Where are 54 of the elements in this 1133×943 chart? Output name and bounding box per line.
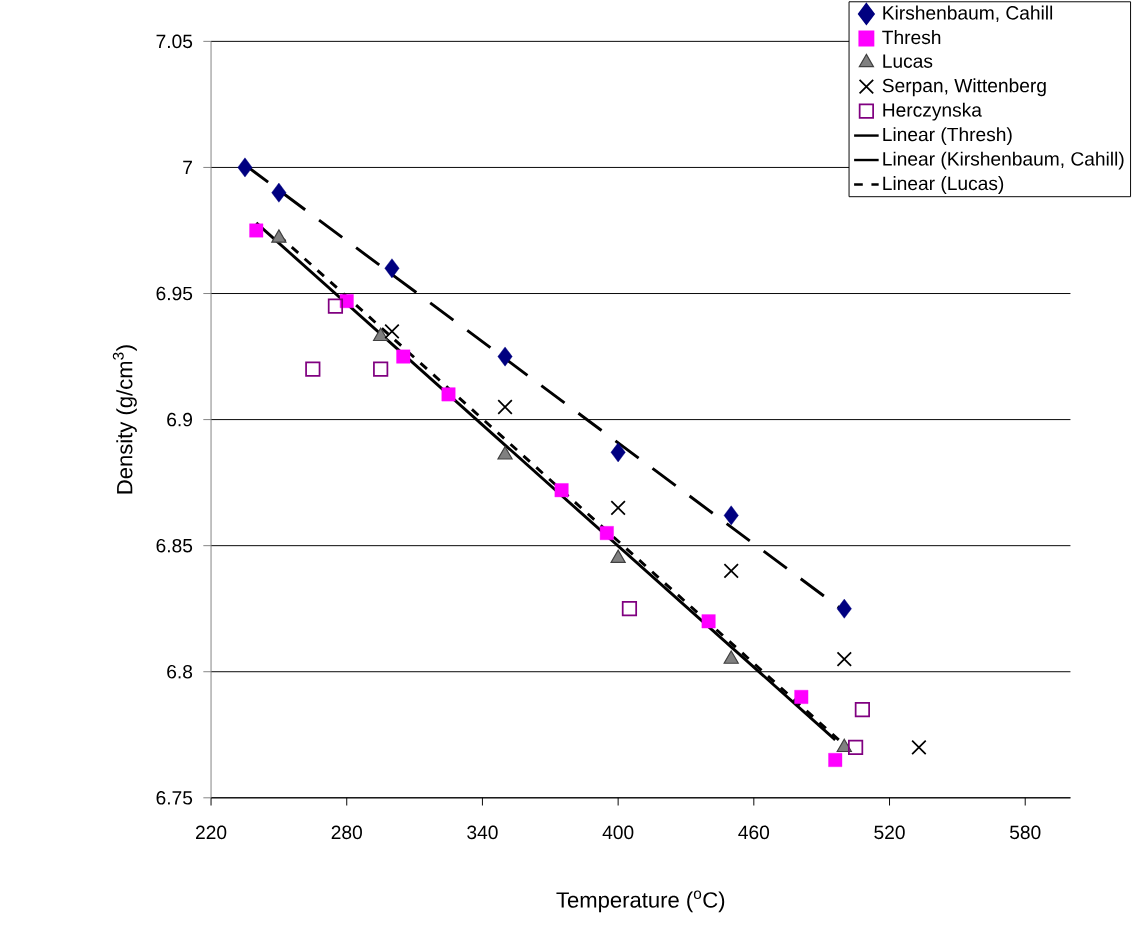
point — [599, 526, 614, 540]
point — [271, 182, 287, 203]
legend-label: Kirshenbaum, Cahill — [883, 5, 1053, 22]
y-tick-label: 7.05 — [156, 34, 193, 49]
point — [305, 361, 321, 377]
point — [339, 294, 354, 308]
legend-label: Herczynska — [883, 102, 982, 121]
point — [384, 323, 400, 339]
legend-label: Serpan, Wittenberg — [882, 78, 1046, 97]
point — [794, 689, 809, 704]
x-tick-label: 580 — [1009, 825, 1041, 840]
point — [621, 601, 638, 617]
y-tick-label: 6.85 — [156, 538, 193, 553]
point — [828, 753, 843, 767]
point — [554, 483, 569, 498]
x-tick-label: 280 — [331, 825, 362, 840]
point — [373, 361, 389, 377]
point — [723, 563, 739, 579]
point — [854, 701, 870, 718]
point — [249, 223, 264, 238]
y-tick-label: 6.9 — [167, 412, 192, 427]
legend-label: Linear (Kirshenbaum, Cahill) — [883, 151, 1124, 170]
point — [610, 442, 626, 463]
y-tick-label: 6.75 — [156, 790, 193, 805]
point — [723, 505, 739, 526]
point — [384, 258, 400, 279]
point — [497, 399, 513, 415]
point — [836, 598, 852, 619]
point — [723, 650, 739, 664]
x-tick-label: 340 — [467, 825, 498, 840]
x-tick-label: 400 — [602, 825, 634, 840]
legend-label: Thresh — [882, 30, 941, 45]
point — [327, 298, 344, 314]
x-tick-label: 520 — [874, 825, 905, 840]
x-tick-label: 460 — [738, 825, 770, 840]
point — [911, 739, 927, 755]
point — [237, 157, 253, 178]
point — [441, 387, 456, 402]
y-tick-label: 7 — [183, 160, 192, 174]
point — [497, 346, 513, 367]
point — [701, 614, 716, 629]
legend-label: Linear (Thresh) — [883, 127, 1012, 145]
point — [497, 446, 513, 460]
legend-label: Lucas — [883, 54, 933, 68]
y-axis-title: Density (g/cm$^{3}$) — [112, 345, 137, 494]
y-tick-label: 6.95 — [156, 286, 193, 301]
x-axis-title: Temperature ($^{o}$C) — [556, 890, 725, 913]
point — [836, 651, 852, 667]
x-tick-label: 220 — [196, 825, 227, 840]
legend-label: Linear (Lucas) — [883, 176, 1004, 194]
point — [847, 739, 864, 755]
y-tick-label: 6.8 — [167, 664, 193, 679]
point — [396, 349, 411, 364]
point — [610, 500, 626, 516]
